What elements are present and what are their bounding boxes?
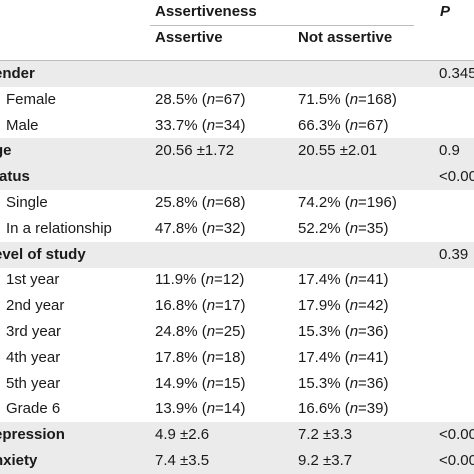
table-row: Male 33.7% (n=34) 66.3% (n=67) xyxy=(0,113,474,139)
table-row: 4th year 17.8% (n=18) 17.4% (n=41) xyxy=(0,345,474,371)
table-row: 5th year 14.9% (n=15) 15.3% (n=36) xyxy=(0,371,474,397)
not-assertive-value: 9.2 ±3.7 xyxy=(298,452,353,469)
assertive-value: 11.9% (n=12) xyxy=(155,271,245,289)
assertive-value: 17.8% (n=18) xyxy=(155,348,246,366)
row-label: 3rd year xyxy=(6,323,62,340)
table-row: Single 25.8% (n=68) 74.2% (n=196) xyxy=(0,190,474,216)
group-underline xyxy=(150,25,414,26)
not-assertive-value: 15.3% (n=36) xyxy=(298,374,389,392)
not-assertive-value: 20.55 ±2.01 xyxy=(298,142,378,160)
assertive-value: 14.9% (n=15) xyxy=(155,374,246,392)
p-value: 0.345 xyxy=(439,65,474,82)
not-assertive-value: 15.3% (n=36) xyxy=(298,323,389,340)
not-assertive-value: 17.4% (n=41) xyxy=(298,348,389,366)
p-value-header: P xyxy=(440,3,451,20)
table-row: 2nd year 16.8% (n=17) 17.9% (n=42) xyxy=(0,293,474,319)
p-value: <0.00 xyxy=(439,426,474,444)
assertive-value: 28.5% (n=67) xyxy=(155,90,246,108)
row-label: Male xyxy=(6,116,39,134)
table-row: ge 20.56 ±1.72 20.55 ±2.01 0.9 xyxy=(0,138,474,165)
not-assertive-value: 66.3% (n=67) xyxy=(298,116,389,134)
assertive-value: 24.8% (n=25) xyxy=(155,323,246,340)
not-assertive-value: 71.5% (n=168) xyxy=(298,90,397,108)
row-label: Female xyxy=(6,90,57,108)
assertive-value: 4.9 ±2.6 xyxy=(155,426,210,444)
row-label: nxiety xyxy=(0,452,38,469)
not-assertive-column-header: Not assertive xyxy=(298,29,393,46)
row-label: Single xyxy=(6,194,48,211)
p-value: 0.9 xyxy=(439,142,460,160)
table-row: epression 4.9 ±2.6 7.2 ±3.3 <0.00 xyxy=(0,422,474,449)
row-label: Grade 6 xyxy=(6,400,61,418)
p-value: <0.00 xyxy=(439,168,474,186)
assertive-value: 20.56 ±1.72 xyxy=(155,142,235,160)
assertiveness-group-header: Assertiveness xyxy=(155,3,257,20)
table-row: evel of study 0.39 xyxy=(0,241,474,268)
table-row: Female 28.5% (n=67) 71.5% (n=168) xyxy=(0,87,474,113)
not-assertive-value: 7.2 ±3.3 xyxy=(298,426,353,444)
not-assertive-value: 74.2% (n=196) xyxy=(298,194,397,211)
row-label: 5th year xyxy=(6,374,61,392)
not-assertive-value: 16.6% (n=39) xyxy=(298,400,389,418)
header-divider xyxy=(0,60,474,61)
table-row: Grade 6 13.9% (n=14) 16.6% (n=39) xyxy=(0,396,474,422)
table-row: 1st year 11.9% (n=12) 17.4% (n=41) xyxy=(0,267,474,293)
table-row: tatus <0.00 xyxy=(0,164,474,191)
row-label: evel of study xyxy=(0,245,86,263)
assertive-value: 47.8% (n=32) xyxy=(155,219,246,237)
not-assertive-value: 17.9% (n=42) xyxy=(298,297,389,315)
table-row: nxiety 7.4 ±3.5 9.2 ±3.7 <0.00 xyxy=(0,448,474,474)
row-label: 4th year xyxy=(6,348,61,366)
row-label: 1st year xyxy=(6,271,60,289)
assertive-value: 7.4 ±3.5 xyxy=(155,452,210,469)
p-value: <0.00 xyxy=(439,452,474,469)
row-label: ge xyxy=(0,142,12,160)
row-label: epression xyxy=(0,426,65,444)
row-label: 2nd year xyxy=(6,297,65,315)
not-assertive-value: 17.4% (n=41) xyxy=(298,271,389,289)
table-row: In a relationship 47.8% (n=32) 52.2% (n=35… xyxy=(0,216,474,242)
not-assertive-value: 52.2% (n=35) xyxy=(298,219,389,237)
row-label: In a relationship xyxy=(6,219,112,237)
assertive-value: 25.8% (n=68) xyxy=(155,194,246,211)
p-value: 0.39 xyxy=(439,245,469,263)
assertive-value: 13.9% (n=14) xyxy=(155,400,246,418)
table-row: 3rd year 24.8% (n=25) 15.3% (n=36) xyxy=(0,319,474,345)
assertive-value: 16.8% (n=17) xyxy=(155,297,246,315)
row-label: tatus xyxy=(0,168,30,186)
assertive-value: 33.7% (n=34) xyxy=(155,116,246,134)
assertive-column-header: Assertive xyxy=(155,29,223,46)
